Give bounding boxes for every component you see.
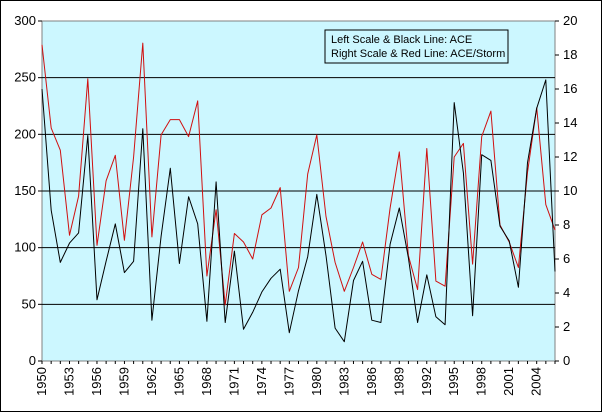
x-tick-label: 1986 <box>364 367 379 396</box>
x-tick-label: 1992 <box>419 367 434 396</box>
x-tick-label: 1950 <box>34 367 49 396</box>
right-tick-label: 14 <box>563 115 577 130</box>
series-line-ace <box>41 79 556 343</box>
x-tick-label: 1959 <box>116 367 131 396</box>
x-tick-label: 1998 <box>474 367 489 396</box>
left-tick-label: 200 <box>14 126 36 141</box>
right-tick-label: 8 <box>563 217 570 232</box>
series-line-ace-per-storm <box>41 42 556 306</box>
series-layer <box>41 42 556 343</box>
legend-entry-ace: Left Scale & Black Line: ACE <box>331 34 472 46</box>
right-tick-label: 6 <box>563 251 570 266</box>
x-tick-label: 2004 <box>529 367 544 396</box>
left-tick-label: 50 <box>22 296 36 311</box>
left-tick-label: 300 <box>14 13 36 28</box>
right-tick-label: 20 <box>563 13 577 28</box>
right-tick-label: 4 <box>563 285 570 300</box>
x-tick-label: 2001 <box>501 367 516 396</box>
right-axis: 0 2 4 6 8 10 12 14 16 18 20 <box>555 13 577 368</box>
left-tick-label: 150 <box>14 183 36 198</box>
left-tick-label: 0 <box>29 353 36 368</box>
right-tick-label: 10 <box>563 183 577 198</box>
right-tick-label: 16 <box>563 81 577 96</box>
x-tick-label: 1971 <box>226 367 241 396</box>
right-tick-label: 2 <box>563 319 570 334</box>
x-tick-label: 1965 <box>171 367 186 396</box>
legend-entry-ace-per-storm: Right Scale & Red Line: ACE/Storm <box>331 48 505 60</box>
legend-box <box>324 29 509 64</box>
x-tick-label: 1968 <box>199 367 214 396</box>
gridlines <box>42 77 555 305</box>
left-tick-label: 250 <box>14 70 36 85</box>
right-tick-label: 18 <box>563 47 577 62</box>
x-tick-label: 1977 <box>281 367 296 396</box>
legend: Left Scale & Black Line: ACE Right Scale… <box>324 29 509 64</box>
x-axis: 1950 1953 1956 1959 1962 1965 1968 1971 1974 1977… <box>34 361 556 396</box>
right-tick-label: 0 <box>563 353 570 368</box>
x-tick-label: 1962 <box>144 367 159 396</box>
x-tick-label: 1995 <box>446 367 461 396</box>
x-tick-label: 1989 <box>391 367 406 396</box>
x-tick-label: 1983 <box>336 367 351 396</box>
left-axis: 0 50 100 150 200 250 300 <box>14 13 42 368</box>
right-tick-label: 12 <box>563 149 577 164</box>
x-tick-label: 1980 <box>309 367 324 396</box>
x-tick-label: 1974 <box>254 367 269 396</box>
x-tick-label: 1953 <box>61 367 76 396</box>
left-tick-label: 100 <box>14 240 36 255</box>
x-tick-label: 1956 <box>89 367 104 396</box>
